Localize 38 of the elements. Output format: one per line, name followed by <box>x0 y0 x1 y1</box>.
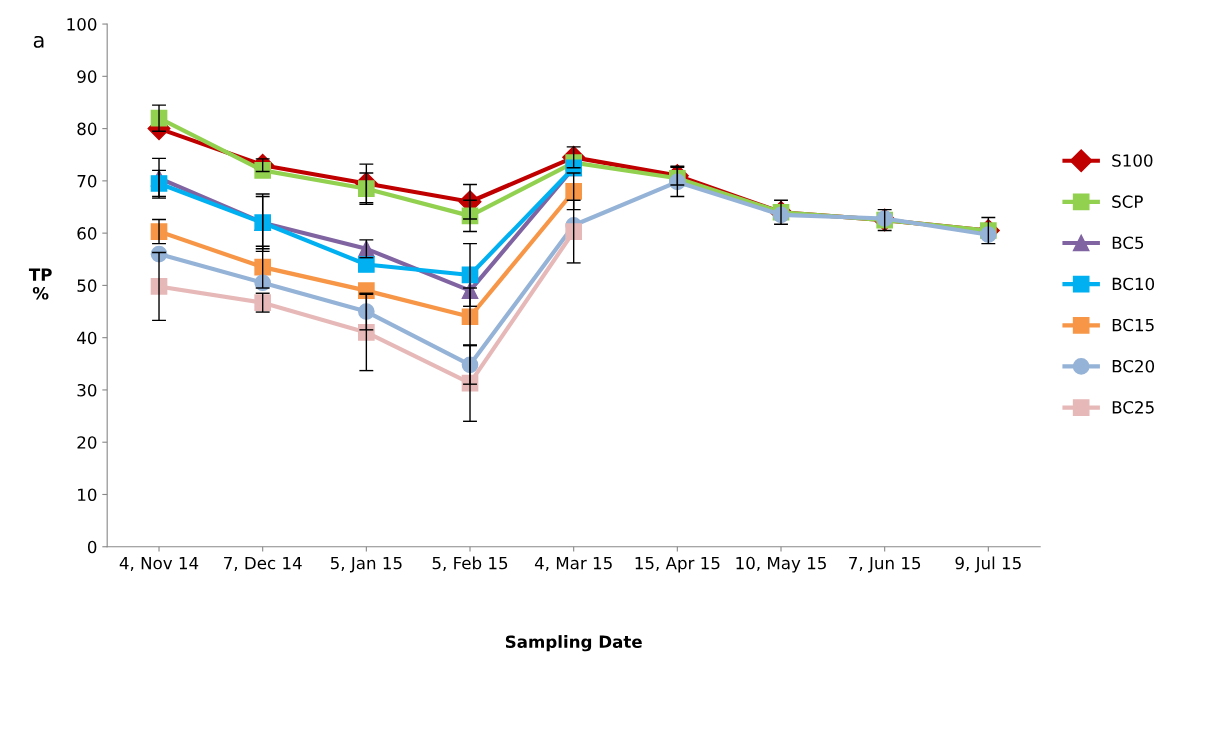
y-tick-label: 100 <box>67 18 97 31</box>
text: a <box>33 35 44 48</box>
point <box>358 180 375 198</box>
x-tick-label: 7, Dec 14 <box>224 556 302 572</box>
point <box>565 182 583 200</box>
legend-label: BC10 <box>1112 277 1155 291</box>
y-tick-label: 40 <box>77 331 97 345</box>
legend-label: BC25 <box>1112 401 1154 414</box>
point <box>565 223 583 240</box>
x-axis-title: Sampling Date <box>505 635 642 652</box>
legend-label: BC5 <box>1112 236 1144 250</box>
legend-label: SCP <box>1112 195 1143 208</box>
x-tick-label: 15, Apr 15 <box>635 556 720 573</box>
y-tick-label: 70 <box>77 174 97 188</box>
x-tick-label: 4, Mar 15 <box>534 556 612 572</box>
point <box>254 162 272 179</box>
y-tick-label: 10 <box>78 488 97 502</box>
x-tick-label: 7, Jun 15 <box>849 556 921 573</box>
x-tick-label: 9, Jul 15 <box>955 556 1021 573</box>
legend-label: BC15 <box>1112 318 1154 332</box>
y-tick-label: 60 <box>77 227 97 240</box>
legend-label: BC20 <box>1112 359 1155 373</box>
y-tick-label: 80 <box>77 122 97 136</box>
point <box>980 226 997 244</box>
point <box>358 303 375 320</box>
point <box>358 256 375 273</box>
x-tick-label: 4, Nov 14 <box>119 556 199 572</box>
y-tick-label: 30 <box>77 383 97 397</box>
y-tick-label: 0 <box>87 540 97 554</box>
y-tick-label: 50 <box>77 279 97 292</box>
y-axis-title: TP % <box>28 268 52 300</box>
x-tick-label: 5, Feb 15 <box>432 556 508 572</box>
y-tick-label: 20 <box>77 436 97 449</box>
legend-label: S100 <box>1112 154 1153 167</box>
point <box>254 258 272 276</box>
x-tick-label: 10, May 15 <box>736 556 826 573</box>
x-tick-label: 5, Jan 15 <box>330 556 402 573</box>
y-tick-label: 90 <box>77 70 97 83</box>
